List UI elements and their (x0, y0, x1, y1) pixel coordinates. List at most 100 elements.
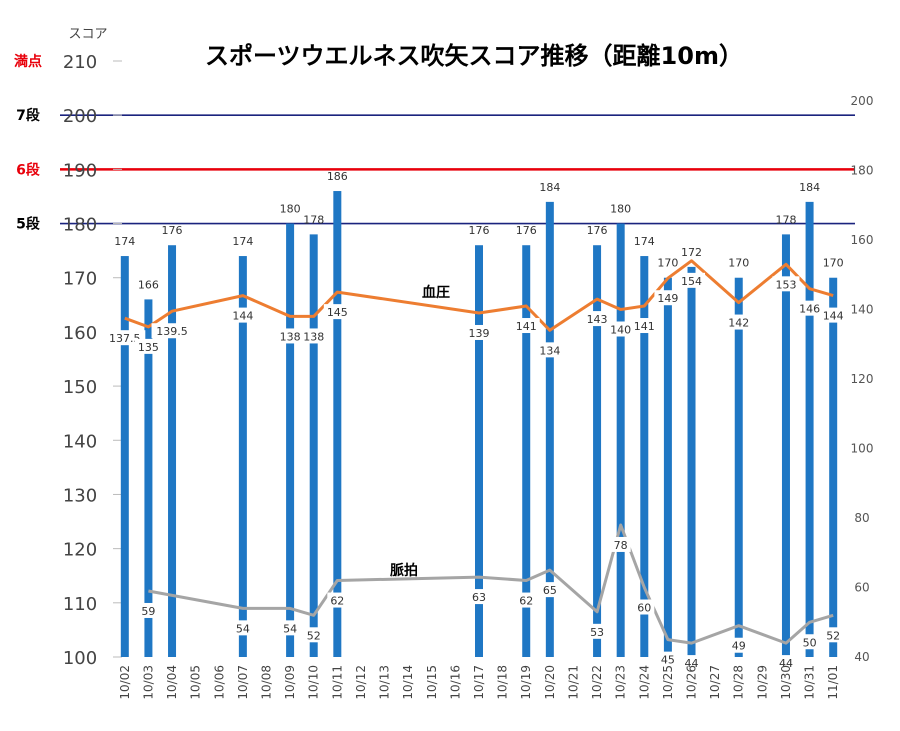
pulse-label-bg (728, 637, 749, 653)
x-tick-label: 10/27 (708, 665, 722, 700)
y-tick-label: 200 (63, 106, 97, 127)
score-bar (781, 234, 790, 657)
left-axis-ticks: 100 110 120 130 140 150 160 170 180 190 200 210 (63, 52, 122, 669)
pulse-line (148, 523, 834, 645)
x-tick-label: 10/16 (448, 665, 462, 700)
blood-pressure-value-label: 135 (138, 341, 159, 354)
x-tick-label: 10/04 (165, 665, 179, 700)
right-axis-ticks: 40 60 80 100 120 140 160 180 200 (851, 94, 874, 664)
blood-pressure-value-label: 153 (775, 278, 796, 291)
blood-pressure-label-bg (134, 338, 162, 354)
pulse-label-bg (823, 627, 844, 643)
blood-pressure-value-label: 134 (539, 344, 560, 357)
pulse-label-bg (539, 582, 560, 598)
x-tick-label: 10/21 (566, 665, 580, 700)
score-value-label: 176 (587, 224, 608, 237)
reference-line-label: 5段 (16, 216, 40, 233)
x-tick-label: 10/23 (614, 665, 628, 700)
x-tick-label: 10/11 (330, 665, 344, 700)
score-bar (805, 201, 814, 657)
pulse-value-label: 59 (141, 605, 155, 618)
blood-pressure-value-label: 139.5 (156, 325, 188, 338)
right-y-tick-label: 60 (854, 581, 869, 595)
score-bar (168, 245, 177, 657)
score-bar (545, 201, 554, 657)
blood-pressure-label-bg (300, 328, 328, 344)
score-bar (640, 256, 649, 657)
score-bar (616, 223, 625, 657)
blood-pressure-value-label: 138 (280, 330, 301, 343)
score-bar (333, 191, 342, 657)
x-tick-label: 10/25 (661, 665, 675, 700)
blood-pressure-label-bg (796, 300, 824, 316)
reference-line-label: 満点 (14, 53, 42, 70)
blood-pressure-value-label: 139 (469, 327, 490, 340)
pulse-series-name: 脈拍 (390, 562, 418, 579)
pulse-value-label: 78 (614, 539, 628, 552)
pulse-value-label: 50 (803, 636, 817, 649)
y-axis-unit-label: スコア (68, 27, 107, 42)
right-y-tick-label: 40 (854, 650, 869, 664)
pulse-value-label: 44 (685, 657, 699, 670)
x-tick-label: 10/28 (732, 665, 746, 700)
pulse-value-label: 62 (519, 595, 533, 608)
x-tick-label: 10/26 (685, 665, 699, 700)
blood-pressure-value-label: 144 (823, 310, 844, 323)
x-tick-label: 10/15 (425, 665, 439, 700)
right-y-tick-label: 120 (851, 372, 874, 386)
score-bar (309, 234, 318, 657)
score-value-label: 170 (823, 257, 844, 270)
x-tick-label: 10/12 (354, 665, 368, 700)
reference-lines: 満点 7段 6段 5段 (14, 53, 855, 233)
blood-pressure-value-label: 137.5 (109, 332, 141, 345)
x-tick-label: 10/22 (590, 665, 604, 700)
score-bar (144, 299, 153, 657)
y-tick-label: 150 (63, 377, 97, 398)
pulse-label-bg (138, 602, 159, 618)
score-bar (522, 245, 531, 657)
right-y-tick-label: 180 (851, 164, 874, 178)
x-tick-label: 10/09 (283, 665, 297, 700)
y-tick-label: 210 (63, 52, 97, 73)
pulse-label-bg (232, 620, 253, 636)
blood-pressure-label-bg (583, 311, 611, 327)
blood-pressure-label-bg (229, 307, 257, 323)
pulse-value-label: 49 (732, 640, 746, 653)
y-tick-label: 160 (63, 323, 97, 344)
blood-pressure-value-label: 140 (610, 324, 631, 337)
blood-pressure-label-bg (607, 321, 635, 337)
x-axis-ticks: 10/02 10/03 10/04 10/05 10/06 10/07 10/08 10/09… (118, 665, 840, 700)
y-tick-label: 120 (63, 540, 97, 561)
blood-pressure-value-label: 149 (657, 292, 678, 305)
score-bar (120, 256, 129, 657)
blood-pressure-label-bg (630, 318, 658, 334)
blood-pressure-label-bg (536, 342, 564, 358)
score-bar (829, 277, 838, 657)
blood-pressure-value-label: 142 (728, 317, 749, 330)
pulse-label-bg (634, 599, 655, 615)
x-tick-label: 10/08 (259, 665, 273, 700)
right-y-tick-label: 100 (851, 442, 874, 456)
score-value-label: 178 (775, 213, 796, 226)
pulse-label-bg (587, 623, 608, 639)
score-bar (734, 277, 743, 657)
y-tick-label: 110 (63, 594, 97, 615)
y-tick-label: 130 (63, 485, 97, 506)
blood-pressure-value-label: 141 (634, 320, 655, 333)
x-tick-label: 10/06 (212, 665, 226, 700)
pulse-value-label: 54 (236, 622, 250, 635)
blood-pressure-value-label: 143 (587, 313, 608, 326)
score-bar (238, 256, 247, 657)
score-value-label: 166 (138, 278, 159, 291)
x-tick-label: 10/19 (519, 665, 533, 700)
x-tick-label: 10/30 (779, 665, 793, 700)
score-value-label: 174 (114, 235, 135, 248)
pulse-label-bg (799, 634, 820, 650)
x-tick-label: 10/05 (189, 665, 203, 700)
pulse-value-label: 44 (779, 657, 793, 670)
pulse-value-label: 45 (661, 654, 675, 667)
blood-pressure-label-bg (512, 318, 540, 334)
pulse-label-bg (681, 655, 702, 671)
